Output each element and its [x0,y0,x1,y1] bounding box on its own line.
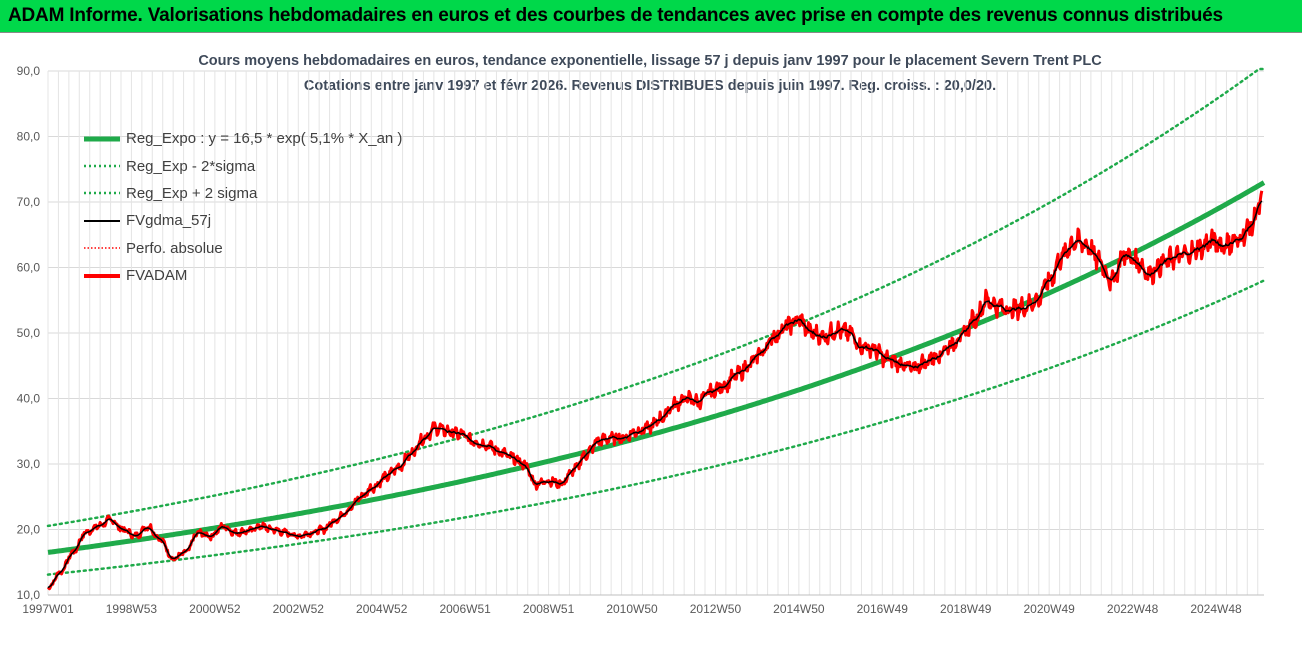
legend-item-fvadam: FVADAM [84,262,402,289]
legend-label-reg-exp-plus: Reg_Exp + 2 sigma [126,184,258,202]
legend-swatch-fvgdma [84,216,120,226]
x-tick-label: 2004W52 [356,602,408,616]
chart-series [46,67,1266,591]
y-tick-label: 90,0 [17,64,41,78]
x-tick-label: 2012W50 [690,602,742,616]
series-fvgdma-57j [47,200,1263,589]
y-tick-label: 60,0 [17,261,41,275]
page-title: ADAM Informe. Valorisations hebdomadaire… [8,5,1223,26]
legend-swatch-reg-expo [84,134,120,144]
legend-item-perfo-absolue: Perfo. absolue [84,235,402,262]
x-tick-label: 2000W52 [189,602,241,616]
legend-item-reg-exp-plus: Reg_Exp + 2 sigma [84,180,402,207]
y-tick-label: 20,0 [17,523,41,537]
x-tick-label: 2008W51 [523,602,575,616]
y-tick-label: 80,0 [17,130,41,144]
legend-item-reg-exp-minus: Reg_Exp - 2*sigma [84,152,402,179]
legend-label-perfo-absolue: Perfo. absolue [126,239,223,257]
legend-label-fvgdma: FVgdma_57j [126,212,212,230]
legend-label-reg-expo: Reg_Expo : y = 16,5 * exp( 5,1% * X_an ) [126,130,403,148]
x-tick-label: 1998W53 [106,602,158,616]
y-axis: 10,0 20,0 30,0 40,0 50,0 60,0 70,0 80,0 90,0 [17,64,41,602]
y-tick-label: 70,0 [17,195,41,209]
x-axis: 1997W01 1998W53 2000W52 2002W52 2004W52 2006W… [22,602,1242,616]
series-reg-exp-minus-2sigma [46,279,1266,576]
chart-title: Cours moyens hebdomadaires en euros, ten… [198,53,1102,69]
x-tick-label: 1997W01 [22,602,74,616]
x-tick-label: 2016W49 [857,602,909,616]
legend-swatch-reg-exp-plus [84,188,120,198]
x-tick-label: 2014W50 [773,602,825,616]
x-tick-label: 2018W49 [940,602,992,616]
x-tick-label: 2022W48 [1107,602,1159,616]
legend-swatch-perfo-absolue [84,243,120,253]
series-perfo-absolue [47,190,1263,590]
y-tick-label: 10,0 [17,588,41,602]
chart-legend: Reg_Expo : y = 16,5 * exp( 5,1% * X_an )… [84,125,402,289]
legend-swatch-fvadam [84,271,120,281]
x-tick-label: 2020W49 [1023,602,1075,616]
legend-item-fvgdma: FVgdma_57j [84,207,402,234]
legend-label-reg-exp-minus: Reg_Exp - 2*sigma [126,157,256,175]
y-tick-label: 50,0 [17,326,41,340]
series-reg-expo [47,180,1266,555]
legend-swatch-reg-exp-minus [84,161,120,171]
x-tick-label: 2006W51 [439,602,491,616]
y-tick-label: 40,0 [17,392,41,406]
x-tick-label: 2002W52 [273,602,325,616]
line-chart: 10,0 20,0 30,0 40,0 50,0 60,0 70,0 80,0 90,0 199… [17,64,1266,616]
x-tick-label: 2010W50 [606,602,658,616]
x-tick-label: 2024W48 [1190,602,1242,616]
series-reg-exp-plus-2sigma [46,67,1266,528]
chart-grid [47,70,1264,596]
legend-label-fvadam: FVADAM [126,267,188,285]
header-banner: ADAM Informe. Valorisations hebdomadaire… [0,0,1302,33]
legend-item-reg-expo: Reg_Expo : y = 16,5 * exp( 5,1% * X_an ) [84,125,402,152]
chart-subtitle: Cotations entre janv 1997 et févr 2026. … [303,78,997,94]
y-tick-label: 30,0 [17,457,41,471]
